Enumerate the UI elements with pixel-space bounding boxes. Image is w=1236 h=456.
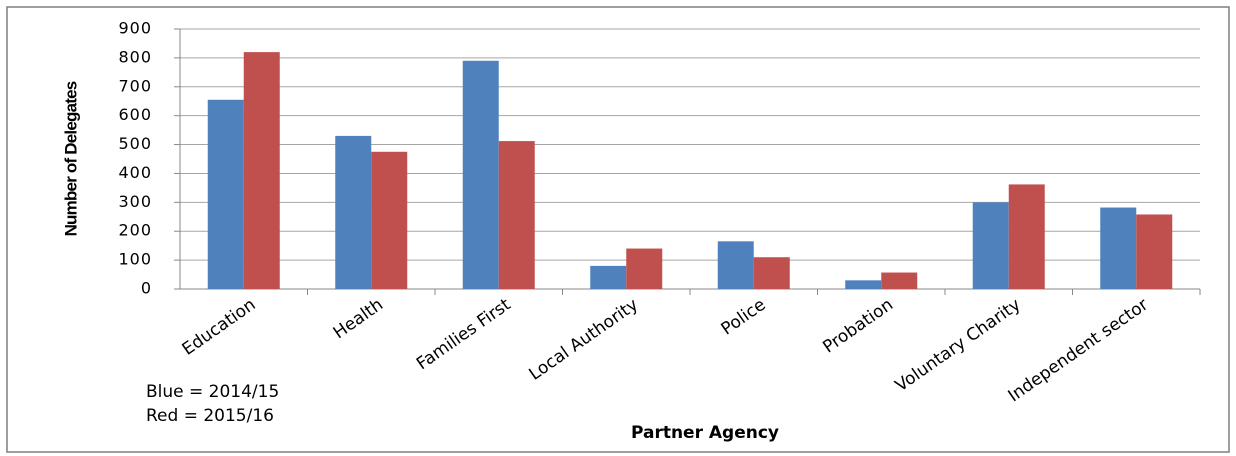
bar [1100,207,1137,289]
bar [207,99,244,290]
x-axis-title: Partner Agency [631,423,779,443]
bar [845,280,882,289]
y-tick-label: 300 [118,192,152,211]
bar [335,135,372,289]
bar [1136,214,1173,289]
bar [753,257,790,289]
y-axis-title: Number of Delegates [61,81,80,236]
bar [881,272,918,289]
y-tick-label: 500 [118,134,152,153]
y-tick-label: 400 [118,163,152,182]
bar [371,151,408,289]
y-tick-label: 100 [118,250,152,269]
bar [498,141,535,289]
bar [590,265,627,289]
annotation: Red = 2015/16 [146,406,274,426]
y-tick-label: 600 [118,105,152,124]
y-tick-label: 0 [141,279,152,298]
bar [717,241,754,289]
bar [462,60,499,290]
bar [243,52,280,289]
y-tick-label: 900 [118,19,152,38]
bar [1008,184,1045,289]
y-tick-label: 700 [118,76,152,95]
y-tick-label: 800 [118,47,152,66]
bar [972,202,1009,289]
annotation: Blue = 2014/15 [146,382,279,402]
bar [626,248,663,289]
y-tick-label: 200 [118,221,152,240]
